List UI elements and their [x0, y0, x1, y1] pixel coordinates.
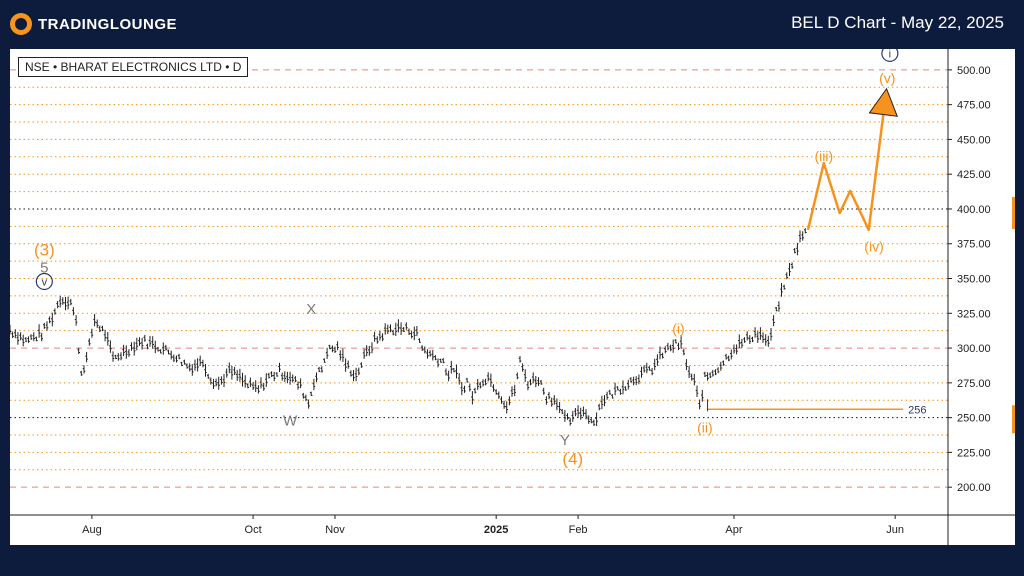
y-tick-label: 500.00	[957, 65, 991, 77]
y-tick-label: 250.00	[957, 413, 991, 425]
price-bars	[10, 228, 807, 427]
y-tick-label: 475.00	[957, 100, 991, 112]
projection-arrow-icon	[868, 87, 898, 117]
y-tick-label: 350.00	[957, 274, 991, 286]
y-tick-label: 425.00	[957, 169, 991, 181]
wave-circle-icon	[35, 272, 53, 291]
x-tick-label: Feb	[569, 524, 588, 536]
support-value-label: 256	[908, 404, 926, 416]
wave-circle-icon	[881, 49, 899, 62]
support-marker	[1012, 405, 1015, 434]
x-tick-label: Apr	[725, 524, 742, 536]
y-tick-label: 225.00	[957, 447, 991, 459]
brand-logo: TRADINGLOUNGE	[10, 11, 177, 37]
y-tick-label: 450.00	[957, 134, 991, 146]
x-tick-label: Aug	[82, 524, 102, 536]
wave-label: (ii)	[697, 419, 713, 435]
y-tick-label: 325.00	[957, 308, 991, 320]
chart-area[interactable]: 256 (3) 5 v X W (i) (ii) Y (4) (iii) (iv) (v) i 200.…	[10, 49, 1015, 545]
wave-label: 5	[40, 259, 48, 276]
x-tick-label: 2025	[484, 524, 508, 536]
y-tick-label: 275.00	[957, 378, 991, 390]
logo-text: TRADINGLOUNGE	[38, 15, 177, 33]
logo-circle-icon	[10, 13, 32, 35]
wave-label: Y	[560, 432, 570, 449]
header-bar: TRADINGLOUNGE BEL D Chart - May 22, 2025	[0, 0, 1024, 48]
symbol-label: NSE • BHARAT ELECTRONICS LTD • D	[18, 57, 249, 77]
wave-label: (3)	[34, 241, 55, 260]
price-marker	[1012, 196, 1015, 229]
wave-label: (i)	[672, 321, 684, 337]
price-chart[interactable]: 256 (3)5v X W (i) (ii) Y(4) (iii) (iv) (v) i 200.…	[10, 49, 1015, 545]
y-tick-label: 300.00	[957, 343, 991, 355]
wave-label: W	[283, 412, 298, 429]
wave-label: X	[306, 301, 316, 318]
wave-label: i	[889, 49, 891, 60]
wave-label: v	[42, 276, 48, 288]
y-tick-label: 200.00	[957, 482, 991, 494]
chart-title: BEL D Chart - May 22, 2025	[791, 13, 1004, 32]
projection-path	[806, 104, 886, 232]
wave-label: (iv)	[864, 239, 883, 255]
wave-label: (4)	[562, 449, 583, 468]
x-tick-label: Oct	[245, 524, 262, 536]
x-tick-label: Nov	[325, 524, 345, 536]
wave-label: (v)	[879, 70, 895, 86]
wave-label: (iii)	[814, 148, 833, 164]
y-tick-label: 400.00	[957, 204, 991, 216]
x-tick-label: Jun	[886, 524, 904, 536]
y-tick-label: 375.00	[957, 239, 991, 251]
